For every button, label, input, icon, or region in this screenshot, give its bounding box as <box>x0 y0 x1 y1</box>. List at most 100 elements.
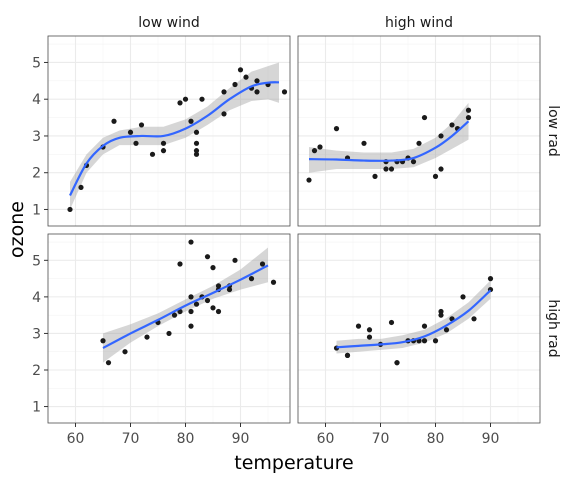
data-point <box>138 122 145 128</box>
data-point <box>366 334 373 340</box>
data-point <box>421 338 428 344</box>
data-point <box>366 327 373 333</box>
strip-label-col-0: low wind <box>138 15 199 31</box>
smooth-line <box>308 120 470 162</box>
y-tick-label: 1 <box>32 400 41 416</box>
strip-label-row-0: low rad <box>545 105 561 157</box>
data-point <box>221 111 227 117</box>
x-tick-label: 80 <box>177 431 195 447</box>
y-axis-title: ozone <box>6 201 28 258</box>
data-point <box>432 173 439 179</box>
data-point <box>333 126 340 132</box>
panel-1-0 <box>44 233 291 427</box>
data-point <box>171 312 178 318</box>
data-point <box>177 261 183 267</box>
data-point <box>204 297 211 304</box>
data-point <box>388 319 395 326</box>
data-point <box>432 338 439 344</box>
panel-background <box>298 36 540 226</box>
panel-background <box>48 234 290 423</box>
smooth-line <box>69 81 280 197</box>
smooth-line <box>336 289 492 349</box>
data-point <box>193 151 200 157</box>
data-point <box>160 140 167 146</box>
data-point <box>210 265 216 271</box>
confidence-band <box>309 102 469 173</box>
data-point <box>416 140 422 146</box>
data-point <box>383 166 389 172</box>
y-tick-label: 2 <box>32 166 41 182</box>
data-point <box>421 323 428 329</box>
data-point <box>105 360 112 366</box>
data-point <box>438 133 444 139</box>
data-point <box>177 100 183 106</box>
data-point <box>306 177 312 183</box>
data-point <box>188 294 194 300</box>
data-point <box>144 334 150 340</box>
data-point <box>100 338 106 344</box>
data-point <box>243 74 249 80</box>
data-point <box>311 148 318 154</box>
data-point <box>111 118 117 124</box>
y-tick-label: 3 <box>32 326 41 342</box>
data-point <box>465 107 472 113</box>
y-tick-label: 5 <box>32 55 41 71</box>
x-tick-label: 90 <box>232 431 250 447</box>
data-point <box>160 148 167 154</box>
panel-0-1 <box>297 35 541 227</box>
data-point <box>215 283 222 289</box>
data-point <box>188 239 194 245</box>
panel-background <box>298 234 540 423</box>
x-tick-label: 80 <box>427 431 445 447</box>
data-point <box>193 301 200 307</box>
data-point <box>254 78 260 84</box>
data-point <box>471 316 477 322</box>
data-point <box>188 308 194 315</box>
panel-border <box>297 233 541 424</box>
x-tick-label: 90 <box>482 431 500 447</box>
data-point <box>410 159 417 165</box>
data-point <box>127 129 134 135</box>
data-point <box>193 129 200 135</box>
data-point <box>254 89 260 95</box>
data-point <box>67 206 73 213</box>
data-point <box>226 286 233 293</box>
data-point <box>122 349 128 355</box>
strip-label-row-1: high rad <box>545 299 561 357</box>
data-point <box>270 279 277 285</box>
panel-background <box>48 36 290 226</box>
data-point <box>487 275 494 282</box>
x-axis-title: temperature <box>234 452 353 474</box>
x-tick-label: 60 <box>317 431 335 447</box>
data-point <box>193 148 200 154</box>
y-tick-label: 5 <box>32 253 41 269</box>
data-point <box>259 261 266 267</box>
data-point <box>443 327 450 333</box>
data-point <box>210 305 216 311</box>
data-point <box>281 89 288 95</box>
data-point <box>188 118 194 124</box>
data-point <box>317 144 323 150</box>
data-point <box>394 360 400 366</box>
data-point <box>237 67 244 73</box>
data-point <box>232 257 238 263</box>
panel-border <box>47 35 291 227</box>
data-point <box>388 166 395 172</box>
data-point <box>204 254 211 260</box>
x-tick-label: 70 <box>372 431 390 447</box>
data-point <box>182 96 189 102</box>
data-point <box>465 114 472 121</box>
strip-label-col-1: high wind <box>385 15 453 31</box>
data-point <box>133 140 139 146</box>
data-point <box>460 294 466 300</box>
data-point <box>199 96 205 102</box>
data-point <box>421 114 428 121</box>
data-point <box>248 275 255 282</box>
data-point <box>344 352 351 358</box>
data-point <box>215 308 222 315</box>
data-point <box>232 81 238 88</box>
panel-0-0 <box>44 35 291 227</box>
panel-border <box>297 35 541 227</box>
data-point <box>361 140 367 146</box>
